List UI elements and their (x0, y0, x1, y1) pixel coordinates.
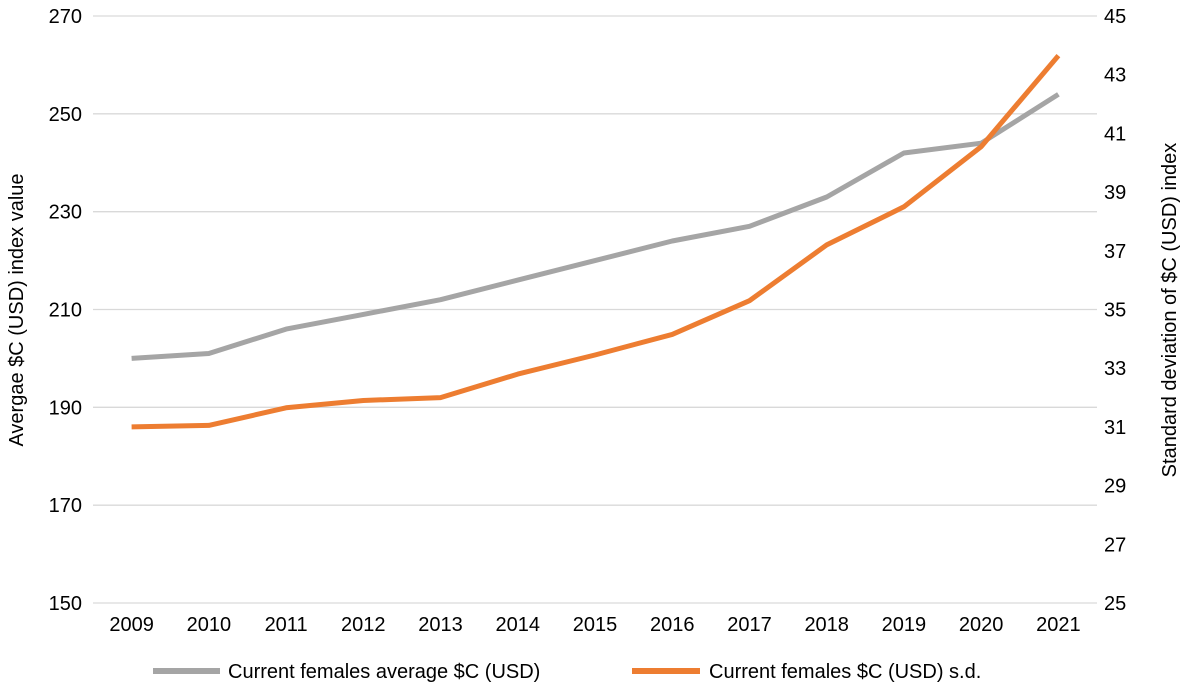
series-lines (131, 53, 1061, 430)
right-axis-ticks: 25 27 29 31 33 35 37 39 41 43 45 (1104, 6, 1126, 615)
series-line-sd (131, 53, 1061, 430)
x-tick-label: 2013 (418, 614, 463, 636)
legend-label-average: Current females average $C (USD) (228, 661, 540, 683)
right-tick-label: 37 (1104, 241, 1126, 263)
x-tick-label: 2015 (573, 614, 618, 636)
left-tick-label: 190 (49, 397, 82, 419)
x-tick-label: 2011 (265, 614, 308, 636)
legend-label-sd: Current females $C (USD) s.d. (709, 661, 981, 683)
left-axis-ticks: 150 170 190 210 230 250 270 (49, 6, 82, 615)
x-tick-label: 2021 (1036, 614, 1081, 636)
left-tick-label: 210 (49, 300, 82, 322)
legend: Current females average $C (USD) Current… (153, 661, 981, 683)
right-tick-label: 27 (1104, 534, 1126, 556)
right-tick-label: 41 (1104, 123, 1126, 145)
gridlines (93, 15, 1097, 604)
x-axis-ticks: 2009 2010 2011 2012 2013 2014 2015 2016 2017 2018… (109, 614, 1080, 636)
left-tick-label: 230 (49, 202, 82, 224)
left-tick-label: 250 (49, 104, 82, 126)
left-tick-label: 150 (49, 593, 82, 615)
x-tick-label: 2018 (804, 614, 849, 636)
x-tick-label: 2016 (650, 614, 695, 636)
right-tick-label: 39 (1104, 182, 1126, 204)
right-tick-label: 25 (1104, 593, 1126, 615)
right-tick-label: 35 (1104, 300, 1126, 322)
x-tick-label: 2014 (496, 614, 541, 636)
series-line-average (131, 92, 1060, 361)
x-tick-label: 2020 (959, 614, 1004, 636)
right-tick-label: 31 (1104, 417, 1126, 439)
x-tick-label: 2009 (109, 614, 154, 636)
left-axis-title: Avergae $C (USD) index value (6, 173, 28, 446)
right-tick-label: 33 (1104, 358, 1126, 380)
right-tick-label: 43 (1104, 65, 1126, 87)
right-axis-title: Standard deviation of $C (USD) index (1159, 143, 1181, 478)
x-tick-label: 2017 (727, 614, 772, 636)
left-tick-label: 270 (49, 6, 82, 28)
x-tick-label: 2019 (882, 614, 927, 636)
x-tick-label: 2010 (187, 614, 232, 636)
right-tick-label: 29 (1104, 476, 1126, 498)
x-tick-label: 2012 (341, 614, 386, 636)
left-tick-label: 170 (49, 495, 82, 517)
right-tick-label: 45 (1104, 6, 1126, 28)
